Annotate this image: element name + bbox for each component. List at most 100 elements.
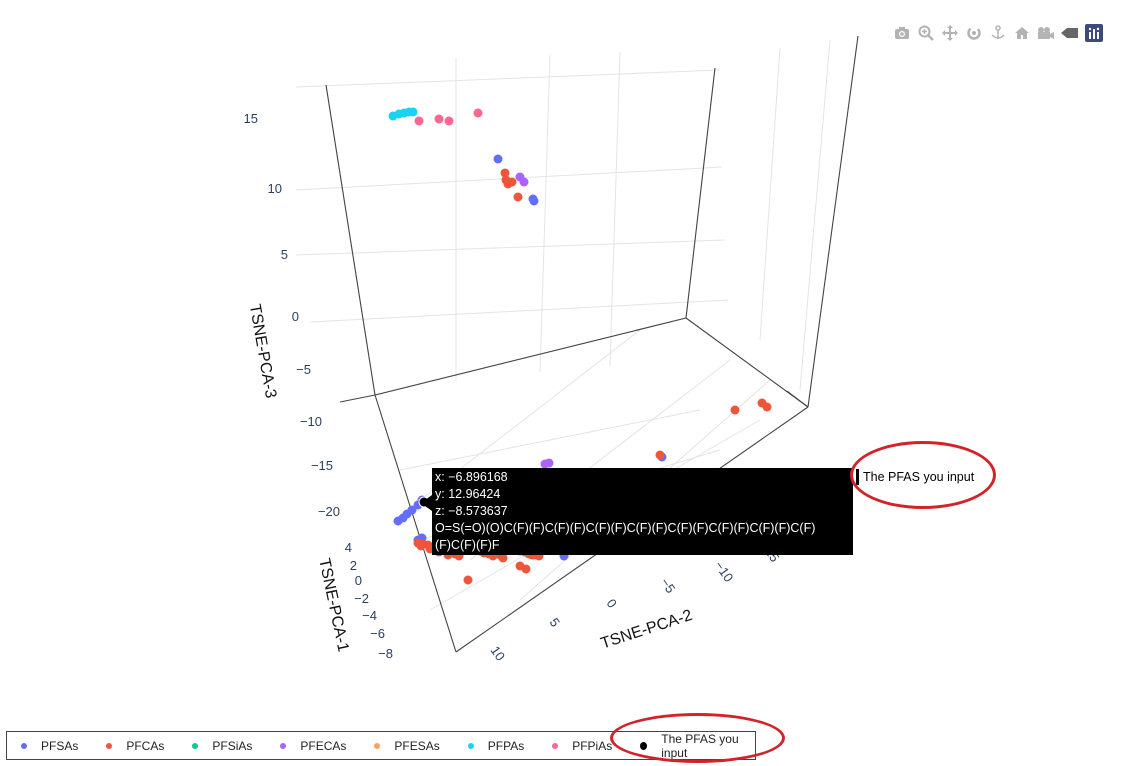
legend-marker — [552, 742, 559, 749]
axis-edge — [325, 84, 376, 396]
hover-label-bar — [856, 469, 859, 485]
x-tick-label: −8 — [378, 646, 393, 661]
data-point-pfcas[interactable] — [498, 553, 508, 563]
data-point-pfcas[interactable] — [416, 541, 426, 551]
legend-label: PFCAs — [126, 738, 165, 753]
axis-edge — [374, 394, 457, 653]
y-tick-label: 10 — [488, 643, 509, 663]
grid-line — [295, 239, 726, 256]
data-point-pfcas[interactable] — [655, 450, 665, 460]
legend-item-pfsas[interactable]: PFSAs — [21, 739, 78, 753]
y-tick-label: −10 — [712, 558, 737, 585]
axis-lines — [325, 35, 859, 653]
zoom-icon[interactable] — [916, 24, 936, 42]
z-tick-label: 10 — [268, 181, 282, 196]
data-point-pfcas[interactable] — [521, 564, 531, 574]
legend-label: PFPiAs — [572, 738, 613, 753]
data-point-pfsas[interactable] — [407, 505, 417, 515]
data-point-pfcas[interactable] — [500, 168, 510, 178]
data-point-pfpas[interactable] — [408, 107, 418, 117]
data-point-pfsas[interactable] — [529, 196, 539, 206]
camera-icon[interactable] — [892, 24, 912, 42]
legend-item-pfpas[interactable]: PFPAs — [467, 738, 525, 753]
grid-line — [399, 409, 701, 471]
tooltip-y: y: 12.96424 — [435, 487, 501, 501]
legend-item-pfecas[interactable]: PFECAs — [280, 739, 346, 753]
legend-marker — [280, 742, 287, 749]
z-tick-label: 5 — [281, 247, 288, 262]
orbit-rotation-icon[interactable] — [964, 24, 984, 42]
data-point-pfcas[interactable] — [730, 405, 740, 415]
legend-label: PFECAs — [300, 738, 347, 753]
modebar — [892, 24, 1104, 42]
z-tick-label: −5 — [296, 362, 311, 377]
axis-edge — [807, 35, 859, 408]
legend-label: PFPAs — [487, 738, 525, 753]
x-tick-label: 2 — [350, 558, 357, 573]
data-point-pfpias[interactable] — [434, 114, 444, 124]
data-point-pfecas[interactable] — [544, 458, 554, 468]
tooltip-pointer — [421, 495, 432, 511]
legend: PFSAs PFCAs PFSiAs PFECAs PFESAs PFPAs P… — [6, 731, 756, 760]
y-axis-title: TSNE-PCA-2 — [599, 607, 695, 653]
x-axis-title: TSNE-PCA-1 — [315, 557, 351, 654]
y-tick-label: 0 — [604, 596, 620, 611]
data-point-pfcas[interactable] — [463, 575, 473, 585]
legend-marker — [21, 742, 27, 749]
legend-label: PFSAs — [41, 738, 79, 753]
x-tick-label: −2 — [354, 591, 369, 606]
legend-label: PFSiAs — [212, 738, 253, 753]
x-tick-label: −4 — [362, 608, 377, 623]
legend-item-input-pfas[interactable]: The PFAS you input — [640, 732, 755, 760]
hover-trace-name: The PFAS you input — [863, 470, 975, 484]
x-tick-label: 4 — [345, 540, 352, 555]
tooltip-x: x: −6.896168 — [435, 470, 508, 484]
axis-edge — [339, 394, 376, 403]
legend-marker — [106, 742, 113, 749]
data-point-pfcas[interactable] — [507, 177, 517, 187]
axis-edge — [685, 67, 716, 319]
turntable-icon[interactable] — [988, 24, 1008, 42]
tooltip-z: z: −8.573637 — [435, 504, 508, 518]
plotly-logo-icon[interactable] — [1084, 24, 1104, 42]
grid-line — [759, 47, 781, 341]
data-point-pfsas[interactable] — [493, 154, 503, 164]
data-point-pfpias[interactable] — [444, 116, 454, 126]
hover-tooltip: x: −6.896168 y: 12.96424 z: −8.573637 O=… — [432, 468, 853, 555]
data-point-pfpias[interactable] — [473, 108, 483, 118]
data-point-pfpias[interactable] — [414, 116, 424, 126]
z-tick-label: −15 — [311, 458, 333, 473]
home-icon[interactable] — [1012, 24, 1032, 42]
grid-line — [799, 39, 831, 391]
z-tick-label: 0 — [292, 309, 299, 324]
legend-label: The PFAS you input — [661, 731, 739, 760]
data-point-pfcas[interactable] — [762, 402, 772, 412]
data-point-pfecas[interactable] — [519, 177, 529, 187]
z-tick-label: 15 — [244, 111, 258, 126]
x-tick-label: −6 — [370, 626, 385, 641]
hover-trace-label: The PFAS you input — [856, 467, 974, 487]
legend-item-pfsias[interactable]: PFSiAs — [192, 739, 252, 753]
x-tick-label: 0 — [355, 573, 362, 588]
grid-line — [309, 299, 729, 323]
pan-icon[interactable] — [940, 24, 960, 42]
spike-lines-icon[interactable] — [1060, 24, 1080, 42]
legend-item-pfpias[interactable]: PFPiAs — [552, 739, 612, 753]
y-tick-label: −5 — [658, 575, 679, 596]
legend-marker — [374, 742, 381, 749]
grid-line — [539, 54, 551, 373]
axis-edge — [786, 390, 809, 408]
y-tick-label: 5 — [547, 615, 563, 630]
grid-line — [295, 69, 720, 88]
legend-item-pfcas[interactable]: PFCAs — [106, 739, 164, 753]
data-point-pfcas[interactable] — [513, 192, 523, 202]
legend-marker — [192, 742, 199, 749]
z-axis-title: TSNE-PCA-3 — [246, 303, 279, 400]
z-tick-label: −20 — [318, 504, 340, 519]
video-camera-icon[interactable] — [1036, 24, 1056, 42]
legend-item-pfesas[interactable]: PFESAs — [374, 738, 440, 753]
legend-label: PFESAs — [394, 738, 440, 753]
grid-line — [609, 51, 621, 367]
legend-marker — [467, 742, 474, 749]
